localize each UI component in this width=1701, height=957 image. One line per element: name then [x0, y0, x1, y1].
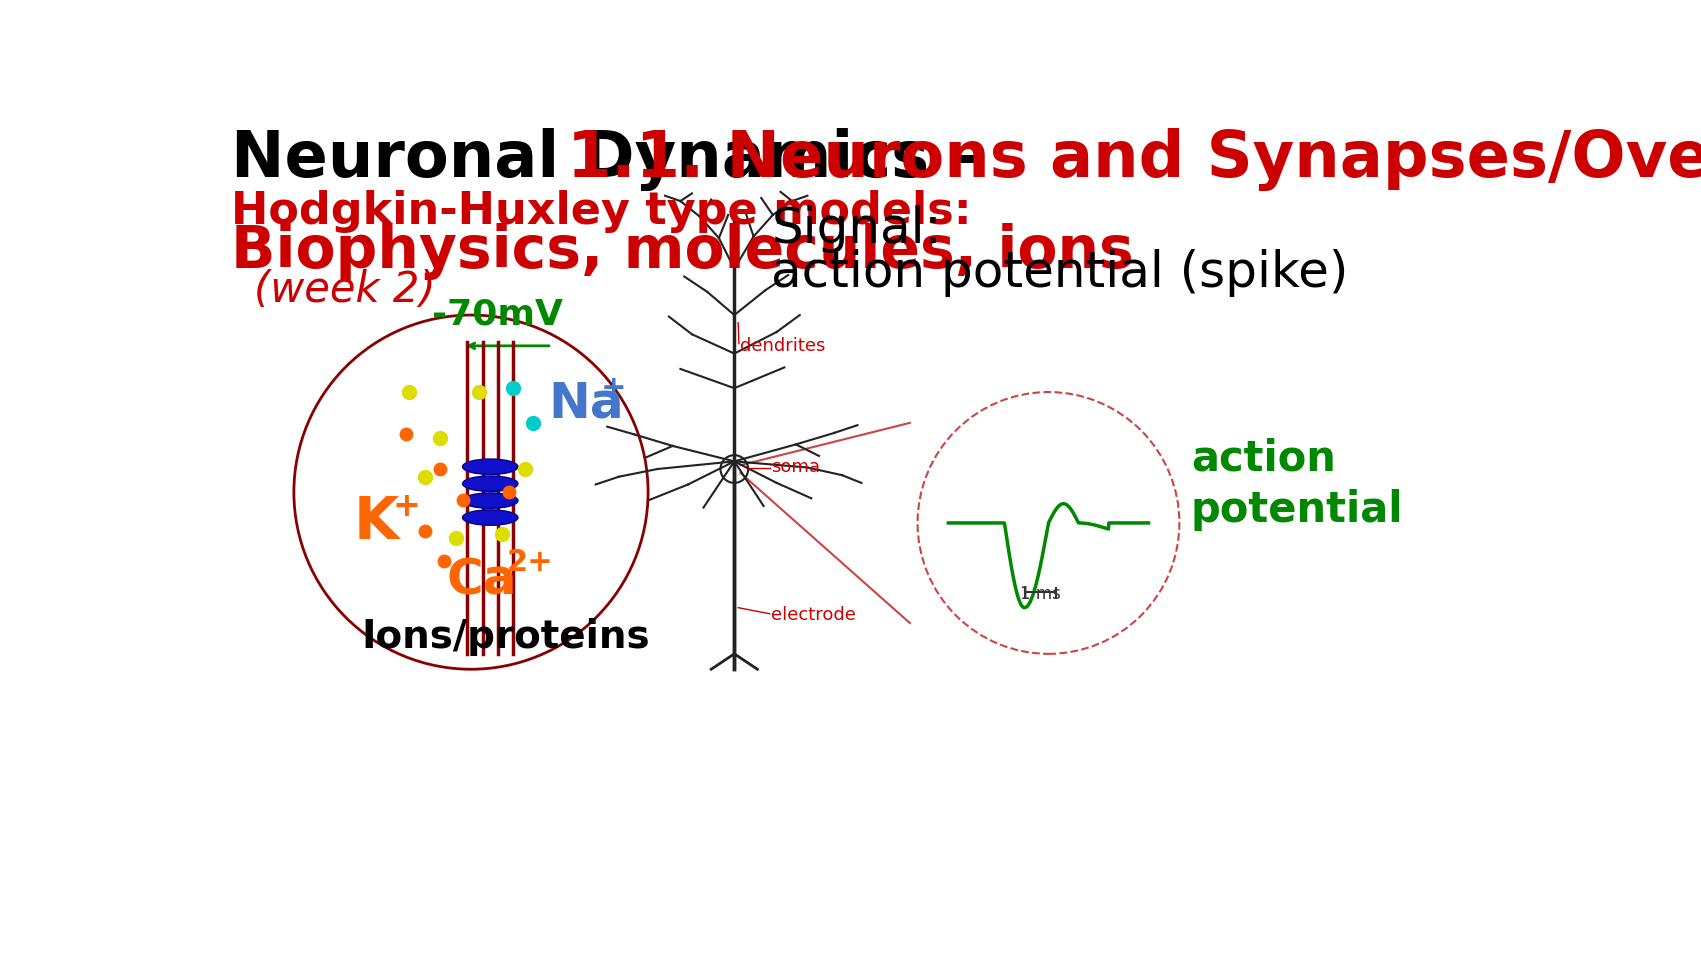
Text: Neuronal Dynamics –: Neuronal Dynamics –	[231, 128, 1005, 191]
Text: Na: Na	[548, 380, 624, 428]
Ellipse shape	[463, 476, 517, 491]
Text: Hodgkin-Huxley type models:: Hodgkin-Huxley type models:	[231, 189, 971, 233]
Text: 1 ms: 1 ms	[1021, 585, 1061, 603]
Text: Ca: Ca	[446, 557, 517, 605]
Text: Biophysics, molecules, ions: Biophysics, molecules, ions	[231, 223, 1133, 280]
Text: Signal:: Signal:	[771, 205, 942, 253]
Text: -70mV: -70mV	[432, 298, 563, 332]
Ellipse shape	[463, 493, 517, 508]
Ellipse shape	[463, 459, 517, 475]
Text: Ions/proteins: Ions/proteins	[362, 618, 650, 656]
Ellipse shape	[463, 510, 517, 525]
Text: K: K	[354, 495, 400, 551]
Text: electrode: electrode	[771, 607, 856, 624]
Text: dendrites: dendrites	[740, 337, 827, 355]
Text: 2+: 2+	[507, 548, 553, 577]
Text: +: +	[600, 373, 626, 403]
Text: soma: soma	[771, 458, 820, 477]
Text: 1.1. Neurons and Synapses/Overview: 1.1. Neurons and Synapses/Overview	[566, 128, 1701, 191]
Text: action
potential: action potential	[1191, 437, 1403, 531]
Text: +: +	[393, 489, 420, 523]
Text: action potential (spike): action potential (spike)	[771, 249, 1349, 297]
Text: (week 2): (week 2)	[253, 270, 435, 311]
